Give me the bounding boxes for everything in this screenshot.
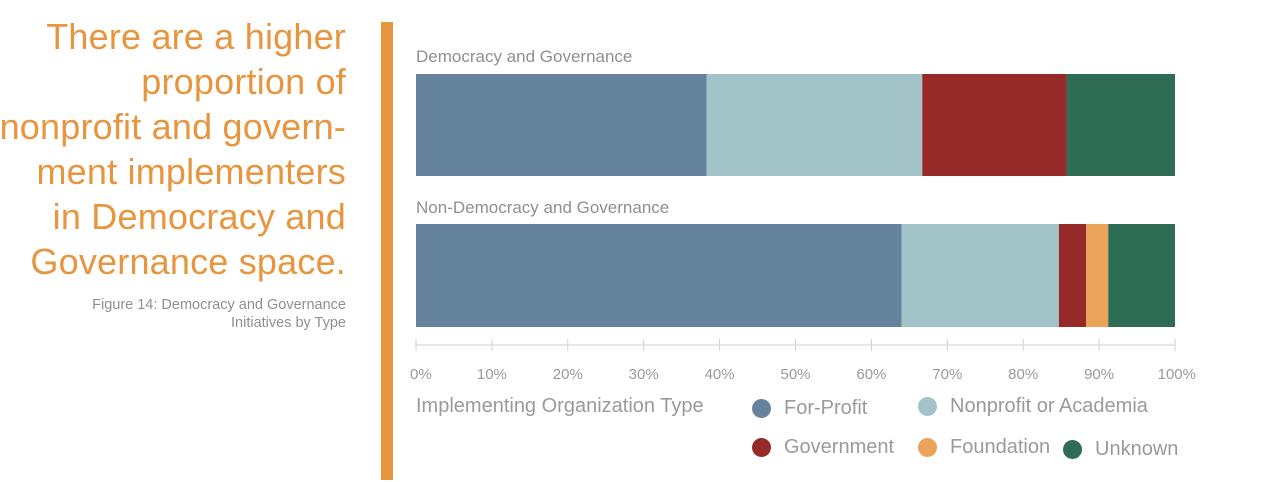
caption-line: Figure 14: Democracy and Governance bbox=[92, 297, 346, 313]
legend-swatch bbox=[918, 397, 937, 416]
headline: There are a higher proportion of nonprofit… bbox=[0, 14, 346, 284]
legend-item: Government bbox=[752, 436, 894, 459]
headline-line: Governance space. bbox=[30, 241, 346, 282]
bar-segment-nonprofit bbox=[706, 74, 923, 176]
x-tick-label: 70% bbox=[932, 366, 962, 383]
x-tick-label: 80% bbox=[1008, 366, 1038, 383]
x-tick-label: 60% bbox=[856, 366, 886, 383]
headline-line: in Democracy and bbox=[52, 196, 346, 237]
category-label: Non-Democracy and Governance bbox=[416, 198, 669, 217]
headline-line: There are a higher bbox=[46, 16, 346, 57]
x-tick-label: 0% bbox=[410, 366, 432, 383]
legend-label: Unknown bbox=[1095, 438, 1179, 460]
legend-item: Unknown bbox=[1063, 438, 1178, 461]
legend-label: Government bbox=[784, 436, 895, 458]
x-tick-label: 50% bbox=[780, 366, 810, 383]
x-tick-label: 20% bbox=[553, 366, 583, 383]
legend-title: Implementing Organization Type bbox=[416, 395, 704, 417]
headline-line: nonprofit and govern- bbox=[0, 106, 346, 147]
x-tick-label: 90% bbox=[1084, 366, 1114, 383]
legend-swatch bbox=[918, 438, 937, 457]
headline-line: ment implementers bbox=[36, 151, 346, 192]
legend-label: Nonprofit or Academia bbox=[950, 395, 1148, 417]
legend-swatch bbox=[1063, 440, 1082, 459]
legend-label: For-Profit bbox=[784, 397, 868, 419]
bar-segment-nonprofit bbox=[901, 224, 1059, 327]
bar-segment-unknown bbox=[1066, 74, 1175, 176]
bar-segment-government bbox=[922, 74, 1067, 176]
x-tick-label: 40% bbox=[705, 366, 735, 383]
legend-item: For-Profit bbox=[752, 397, 867, 420]
category-label: Democracy and Governance bbox=[416, 47, 632, 66]
bar-segment-unknown bbox=[1108, 224, 1175, 327]
legend-label: Foundation bbox=[950, 436, 1051, 458]
accent-divider bbox=[381, 22, 393, 480]
legend-swatch bbox=[752, 438, 771, 457]
x-tick-label: 100% bbox=[1158, 366, 1196, 383]
caption-line: Initiatives by Type bbox=[231, 315, 346, 331]
headline-line: proportion of bbox=[141, 61, 346, 102]
x-tick-label: 10% bbox=[477, 366, 507, 383]
figure-caption: Figure 14: Democracy and Governance Initi… bbox=[0, 296, 346, 332]
legend-swatch bbox=[752, 399, 771, 418]
bar-segment-government bbox=[1058, 224, 1087, 327]
bar-segment-foundation bbox=[1086, 224, 1109, 327]
legend-item: Nonprofit or Academia bbox=[918, 395, 1148, 418]
x-tick-label: 30% bbox=[629, 366, 659, 383]
bar-segment-for-profit bbox=[416, 74, 707, 176]
bar-segment-for-profit bbox=[416, 224, 902, 327]
legend-item: Foundation bbox=[918, 436, 1050, 459]
